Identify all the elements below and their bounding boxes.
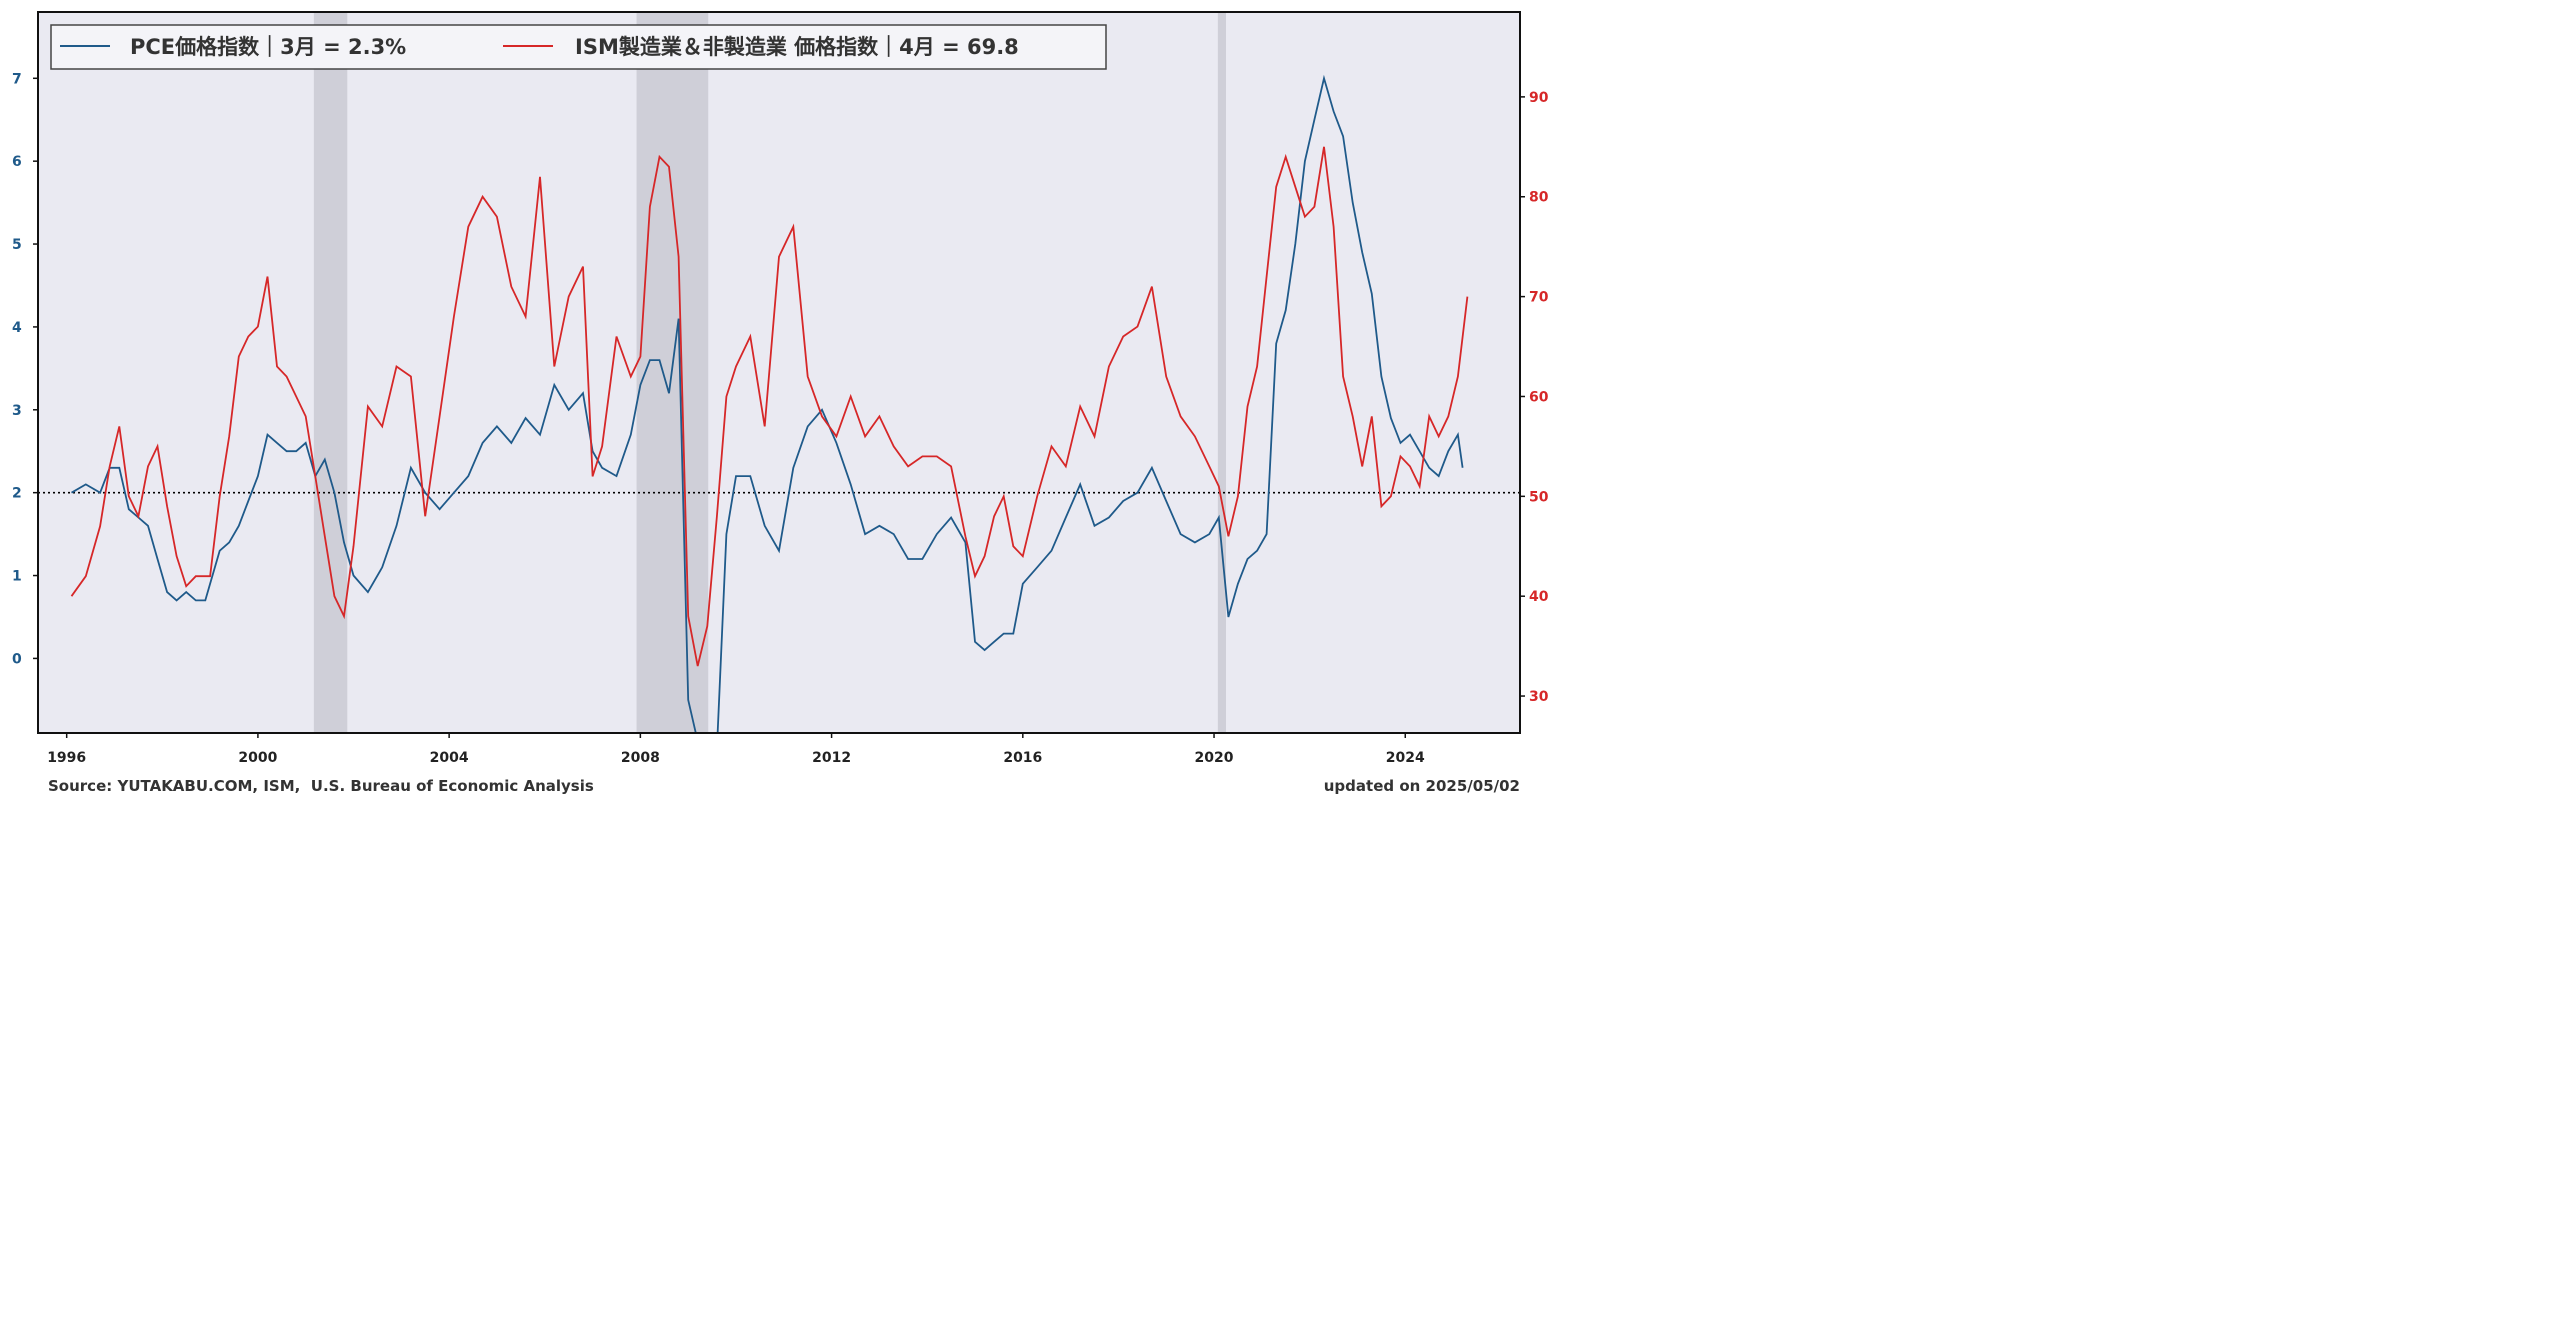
left-tick-label: 4 [12, 320, 22, 336]
legend-label-ism: ISM製造業＆非製造業 価格指数｜4月 = 69.8 [575, 35, 1019, 59]
x-tick-label: 1996 [47, 750, 86, 766]
x-tick-label: 2020 [1195, 750, 1234, 766]
x-tick-label: 2024 [1386, 750, 1425, 766]
right-tick-label: 40 [1529, 589, 1549, 605]
left-tick-label: 7 [12, 71, 22, 87]
series-layer [70, 74, 1469, 733]
right-tick-label: 90 [1529, 90, 1549, 106]
source-note: Source: YUTAKABU.COM, ISM, U.S. Bureau o… [48, 777, 594, 795]
left-tick-label: 0 [12, 651, 22, 667]
left-tick-label: 2 [12, 486, 22, 502]
legend: PCE価格指数｜3月 = 2.3% ISM製造業＆非製造業 価格指数｜4月 = … [50, 24, 1107, 70]
right-tick-label: 60 [1529, 389, 1549, 405]
recession-band [1217, 12, 1226, 733]
left-tick-label: 6 [12, 154, 22, 170]
series-line-ism [70, 146, 1469, 667]
x-tick-label: 2004 [430, 750, 469, 766]
left-tick-label: 5 [12, 237, 22, 253]
x-tick-label: 2012 [812, 750, 851, 766]
right-tick-label: 80 [1529, 190, 1549, 206]
plot-area [38, 12, 1520, 733]
updated-note: updated on 2025/05/02 [1323, 777, 1520, 795]
legend-box [50, 24, 1107, 70]
right-tick-label: 70 [1529, 290, 1549, 306]
recession-band [313, 12, 348, 733]
legend-label-pce: PCE価格指数｜3月 = 2.3% [130, 35, 406, 59]
x-tick-label: 2016 [1003, 750, 1042, 766]
left-tick-label: 1 [12, 569, 22, 585]
plot-frame [37, 11, 1521, 734]
left-tick-label: 3 [12, 403, 22, 419]
right-tick-label: 50 [1529, 489, 1549, 505]
dual-axis-line-chart: 0 1 2 3 4 5 6 7 30 40 50 60 70 80 90 1996 2000 2004 2008… [12, 11, 1549, 766]
left-y-axis: 0 1 2 3 4 5 6 7 [12, 71, 38, 667]
x-tick-label: 2000 [238, 750, 277, 766]
x-axis: 1996 2000 2004 2008 2012 2016 2020 2024 [47, 733, 1425, 766]
x-tick-label: 2008 [621, 750, 660, 766]
right-y-axis: 30 40 50 60 70 80 90 [1520, 90, 1549, 705]
series-line-pce [71, 74, 1464, 733]
right-tick-label: 30 [1529, 689, 1549, 705]
